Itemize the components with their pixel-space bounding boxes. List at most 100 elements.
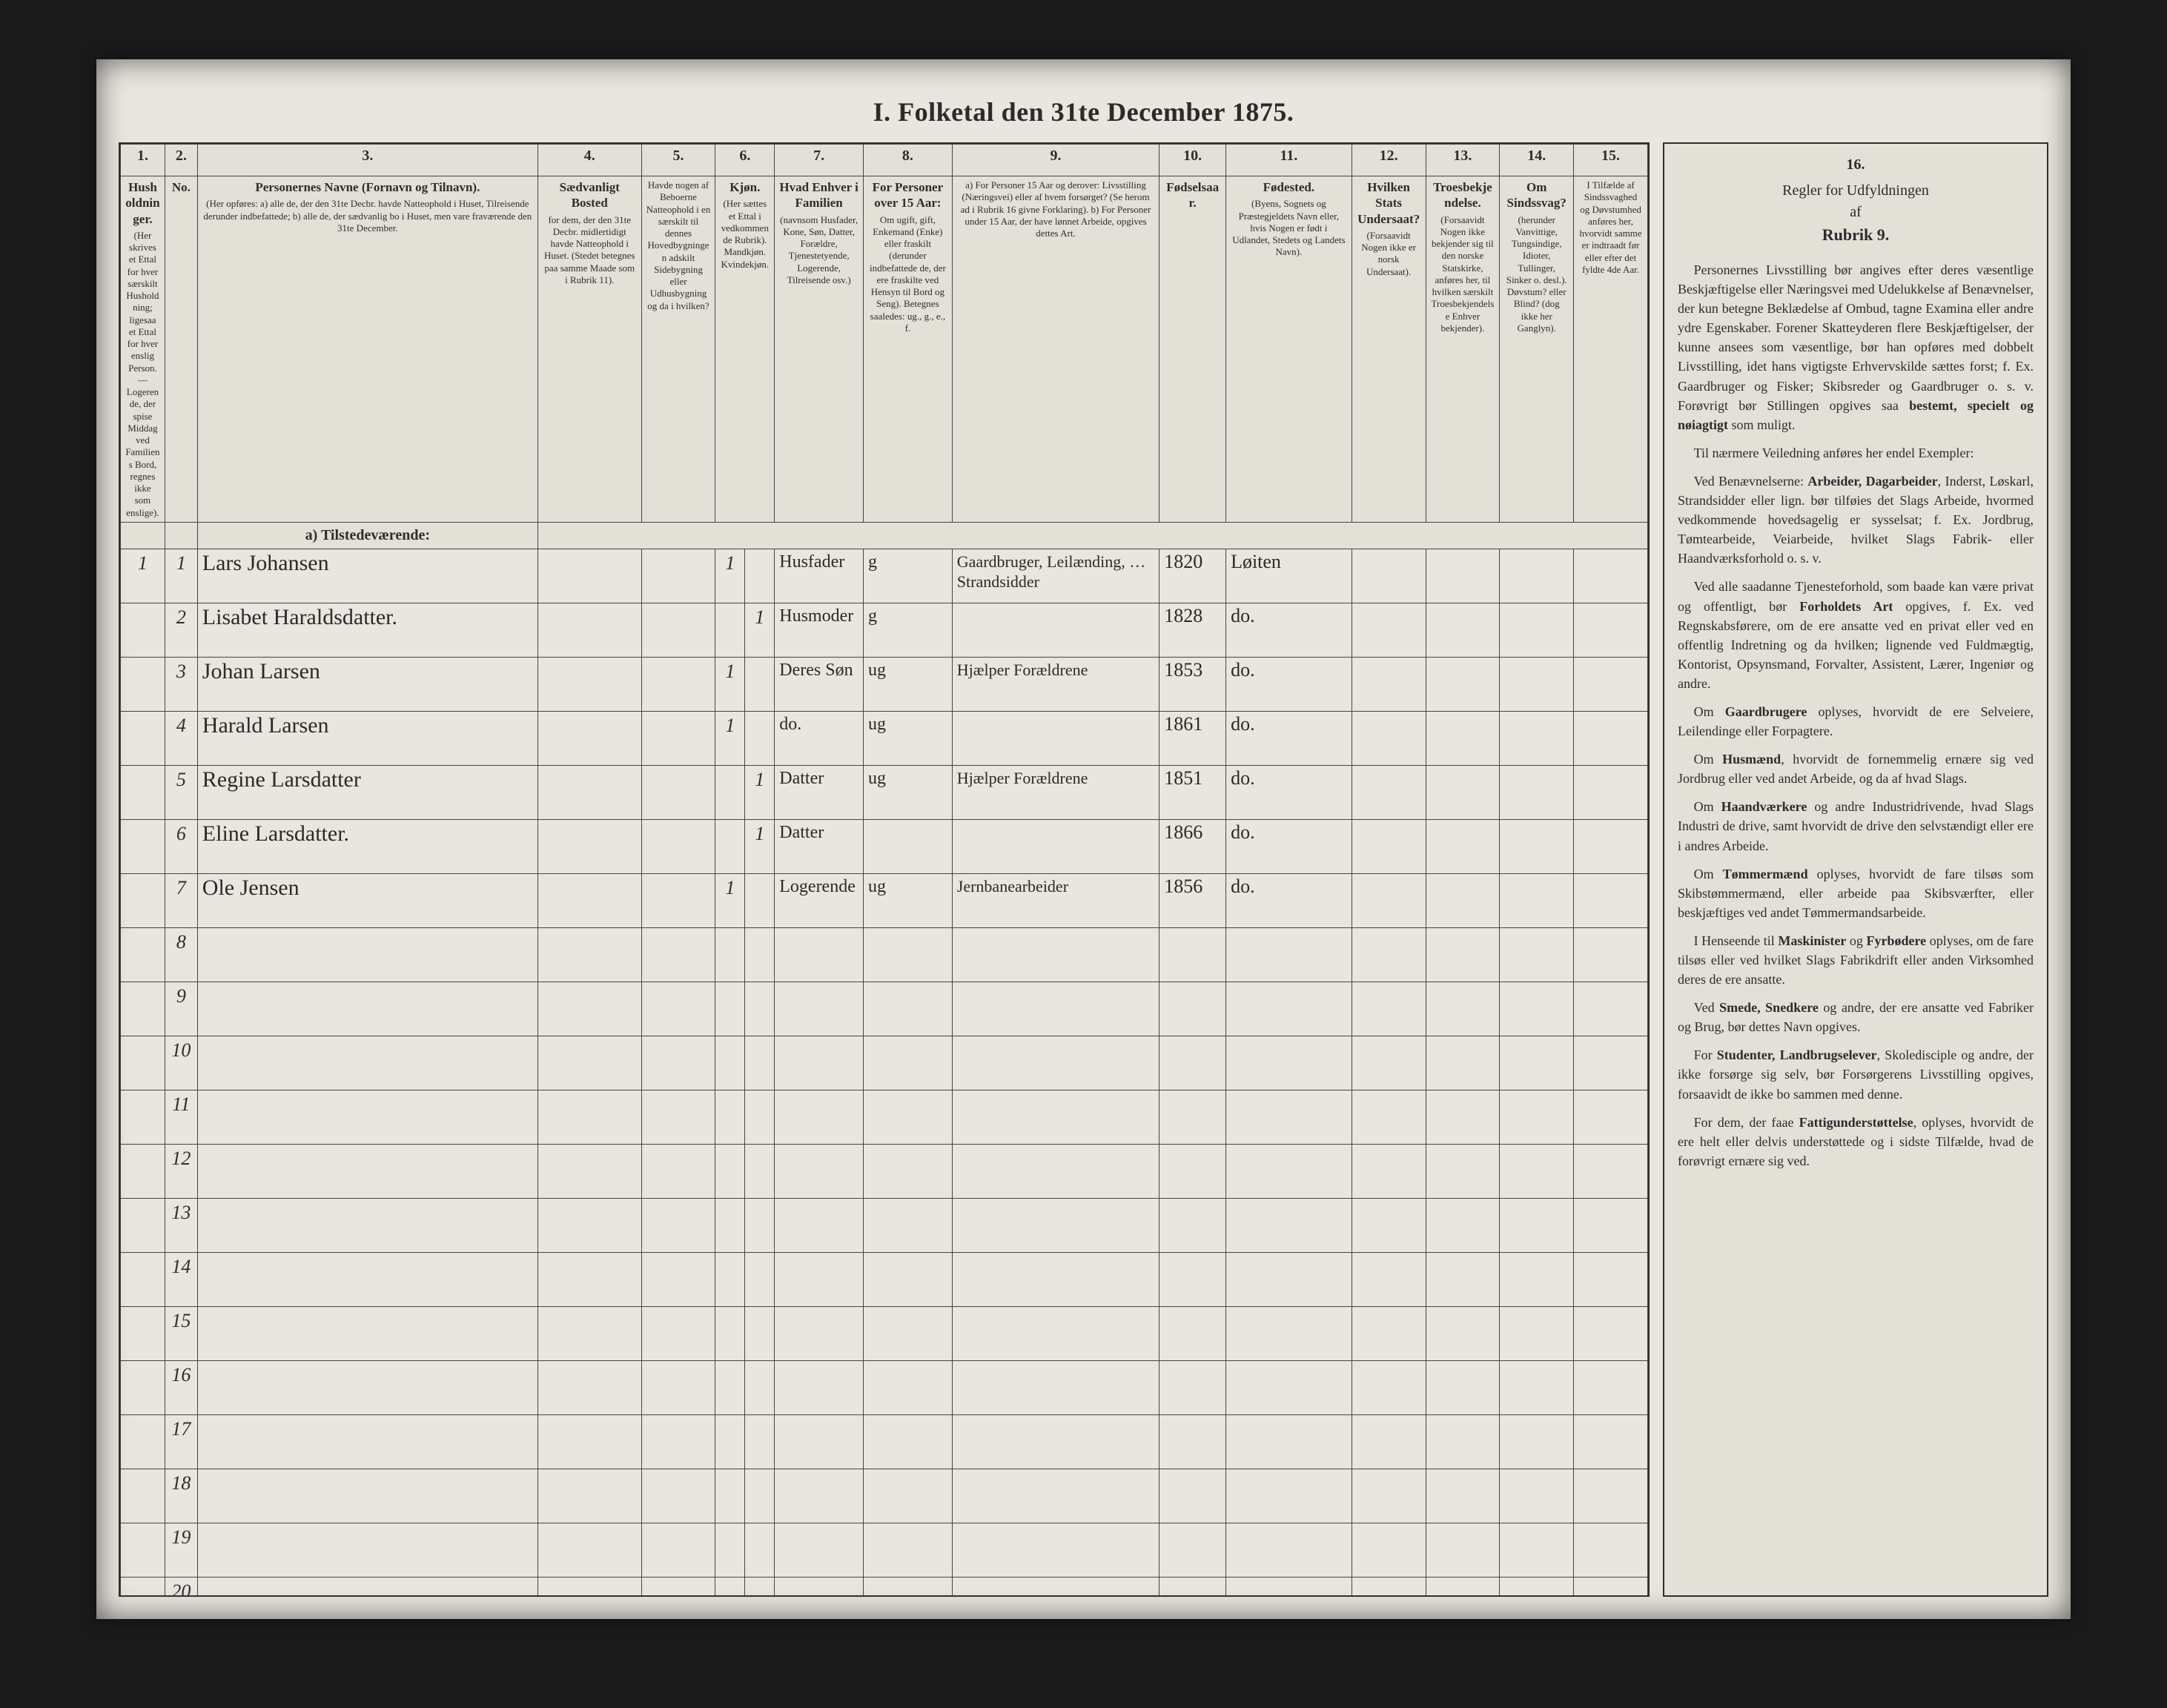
head-10: Fødselsaar. bbox=[1159, 176, 1226, 523]
cell-c7: Husfader bbox=[775, 549, 864, 603]
cell-c15 bbox=[1574, 603, 1648, 657]
colnum-11: 11. bbox=[1226, 145, 1352, 176]
cell-name bbox=[197, 1198, 537, 1252]
cell-c13 bbox=[1426, 1198, 1500, 1252]
cell-c6k bbox=[745, 1360, 775, 1414]
cell-hush bbox=[121, 1469, 165, 1523]
cell-no: 2 bbox=[165, 603, 197, 657]
cell-c15 bbox=[1574, 657, 1648, 711]
cell-no: 7 bbox=[165, 873, 197, 927]
cell-c10: 1861 bbox=[1159, 711, 1226, 765]
cell-c8: ug bbox=[864, 711, 953, 765]
cell-c8: ug bbox=[864, 657, 953, 711]
cell-c6k bbox=[745, 1252, 775, 1306]
cell-c7 bbox=[775, 1306, 864, 1360]
cell-c12 bbox=[1352, 819, 1426, 873]
cell-c9: Jernbanearbeider bbox=[952, 873, 1159, 927]
cell-c9 bbox=[952, 819, 1159, 873]
cell-c15 bbox=[1574, 873, 1648, 927]
cell-name: Johan Larsen bbox=[197, 657, 537, 711]
cell-c13 bbox=[1426, 1144, 1500, 1198]
cell-hush bbox=[121, 1306, 165, 1360]
cell-c12 bbox=[1352, 982, 1426, 1036]
cell-c14 bbox=[1500, 1198, 1574, 1252]
table-row: 13 bbox=[121, 1198, 1648, 1252]
cell-no: 19 bbox=[165, 1523, 197, 1577]
cell-c7: Datter bbox=[775, 765, 864, 819]
cell-c8: g bbox=[864, 549, 953, 603]
cell-c9 bbox=[952, 1360, 1159, 1414]
instructions-paragraph: Om Haandværkere og andre Industridrivend… bbox=[1678, 797, 2034, 855]
cell-c12 bbox=[1352, 1414, 1426, 1469]
cell-c15 bbox=[1574, 549, 1648, 603]
cell-c5 bbox=[641, 603, 715, 657]
cell-c4 bbox=[537, 1252, 641, 1306]
cell-c13 bbox=[1426, 657, 1500, 711]
cell-c5 bbox=[641, 982, 715, 1036]
cell-c13 bbox=[1426, 711, 1500, 765]
cell-name: Harald Larsen bbox=[197, 711, 537, 765]
head-4: Sædvanligt Bosted for dem, der den 31te … bbox=[537, 176, 641, 523]
cell-c8 bbox=[864, 1036, 953, 1090]
cell-c4 bbox=[537, 657, 641, 711]
cell-c5 bbox=[641, 549, 715, 603]
table-row: 3Johan Larsen1Deres SønugHjælper Forældr… bbox=[121, 657, 1648, 711]
cell-c8 bbox=[864, 1144, 953, 1198]
instructions-paragraph: I Henseende til Maskinister og Fyrbødere… bbox=[1678, 931, 2034, 989]
colnum-2: 2. bbox=[165, 145, 197, 176]
cell-c6k bbox=[745, 1577, 775, 1597]
cell-c14 bbox=[1500, 982, 1574, 1036]
cell-c11 bbox=[1226, 1306, 1352, 1360]
cell-hush bbox=[121, 1360, 165, 1414]
cell-c5 bbox=[641, 711, 715, 765]
cell-c4 bbox=[537, 982, 641, 1036]
cell-c8 bbox=[864, 927, 953, 982]
census-form-page: I. Folketal den 31te December 1875. bbox=[96, 59, 2071, 1619]
cell-c9 bbox=[952, 711, 1159, 765]
cell-c6m bbox=[715, 982, 745, 1036]
cell-no: 14 bbox=[165, 1252, 197, 1306]
cell-c14 bbox=[1500, 1036, 1574, 1090]
cell-c9 bbox=[952, 1198, 1159, 1252]
cell-c9 bbox=[952, 1144, 1159, 1198]
table-row: 17 bbox=[121, 1414, 1648, 1469]
cell-c12 bbox=[1352, 1036, 1426, 1090]
page-title: I. Folketal den 31te December 1875. bbox=[119, 96, 2048, 128]
cell-c6m bbox=[715, 819, 745, 873]
cell-c12 bbox=[1352, 1252, 1426, 1306]
cell-c4 bbox=[537, 1198, 641, 1252]
cell-c11 bbox=[1226, 1198, 1352, 1252]
cell-c7 bbox=[775, 1090, 864, 1144]
cell-hush bbox=[121, 765, 165, 819]
head-2: No. bbox=[165, 176, 197, 523]
cell-c5 bbox=[641, 1306, 715, 1360]
cell-c5 bbox=[641, 873, 715, 927]
cell-name: Eline Larsdatter. bbox=[197, 819, 537, 873]
cell-c6k bbox=[745, 657, 775, 711]
cell-c7 bbox=[775, 1360, 864, 1414]
cell-c11 bbox=[1226, 1036, 1352, 1090]
column-header-row: Husholdninger. (Her skrives et Ettal for… bbox=[121, 176, 1648, 523]
cell-c13 bbox=[1426, 927, 1500, 982]
instructions-paragraph: Om Husmænd, hvorvidt de fornemmelig ernæ… bbox=[1678, 749, 2034, 788]
cell-c4 bbox=[537, 1469, 641, 1523]
cell-c13 bbox=[1426, 549, 1500, 603]
cell-c14 bbox=[1500, 1523, 1574, 1577]
cell-c10 bbox=[1159, 1414, 1226, 1469]
cell-c12 bbox=[1352, 1306, 1426, 1360]
cell-c6k bbox=[745, 1306, 775, 1360]
cell-c4 bbox=[537, 549, 641, 603]
cell-c12 bbox=[1352, 1090, 1426, 1144]
cell-c8 bbox=[864, 1090, 953, 1144]
cell-name bbox=[197, 1360, 537, 1414]
cell-c4 bbox=[537, 603, 641, 657]
cell-c11 bbox=[1226, 1469, 1352, 1523]
cell-c7: do. bbox=[775, 711, 864, 765]
cell-c9 bbox=[952, 1252, 1159, 1306]
cell-name: Lisabet Haraldsdatter. bbox=[197, 603, 537, 657]
cell-c9 bbox=[952, 1414, 1159, 1469]
cell-c12 bbox=[1352, 603, 1426, 657]
section-a-label: a) Tilstedeværende: bbox=[197, 522, 537, 549]
cell-c6m bbox=[715, 603, 745, 657]
colnum-1: 1. bbox=[121, 145, 165, 176]
